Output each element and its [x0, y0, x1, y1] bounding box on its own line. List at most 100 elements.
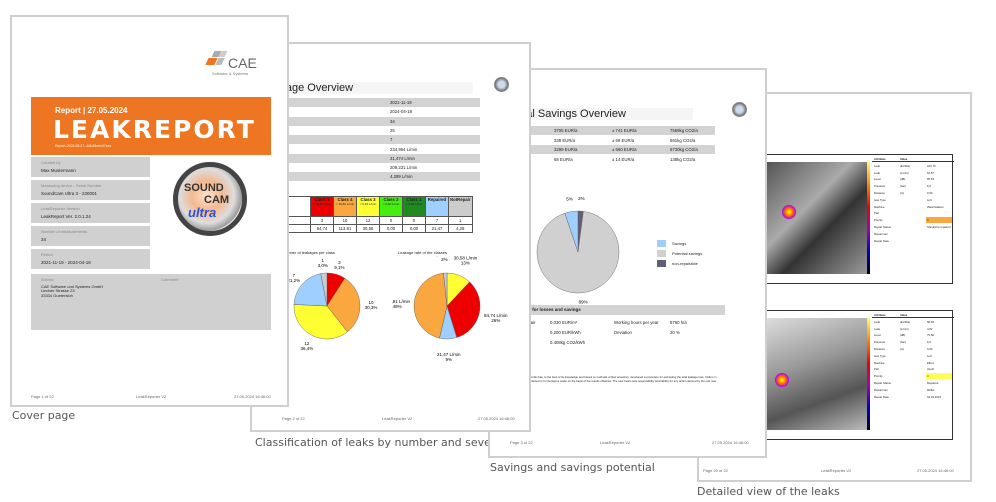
class-threshold: < 0,60 L/min: [382, 202, 400, 206]
class-value: 0: [379, 216, 403, 225]
row-value: 234,954 L/min: [390, 146, 418, 152]
attr-name: Leak: [874, 319, 881, 324]
report-id: Report-2024.05.27--16h45min47sec: [55, 144, 112, 148]
savings-cell: ± 660 EUR/a: [612, 147, 637, 152]
pie-label: 3 9,1%: [334, 260, 344, 270]
attr-value: 04.03.2024: [927, 394, 941, 399]
attr-unit: (m): [900, 190, 905, 195]
class-header-1: Class 4 < 16,60 L/min: [333, 196, 357, 217]
pie-slice-savings: [564, 210, 579, 253]
footer-app: LeakReporter V2: [821, 468, 852, 473]
overview-page: Leakage Overview ClassificationClass 5> …: [250, 42, 531, 432]
class-threshold: < 0,06 L/min: [405, 202, 423, 206]
row-value: 25: [390, 127, 395, 133]
field-value: 34: [41, 237, 47, 242]
attr-row: Repair Status Should be repaired: [872, 223, 954, 230]
overview-row: Repaired7: [252, 135, 480, 145]
attr-value: 3: [926, 373, 952, 380]
savings-cell: 3705 EUR/a: [554, 128, 578, 133]
field-value: Max Mustermann: [41, 168, 76, 173]
cae-logo-icon: [205, 51, 228, 65]
attr-value: 16,87: [927, 170, 934, 175]
class-header-3: Class 2 < 0,60 L/min: [379, 196, 403, 217]
attr-value: 4,82: [927, 326, 933, 331]
footer-date: 27.05.2024 16:46:00: [917, 468, 954, 473]
attr-row: Gas Type Luft: [872, 196, 954, 203]
page-number: Page 20 of 22: [703, 468, 728, 473]
pie-slice-notrepair: [320, 272, 328, 307]
leak-count-pie-chart: 3 9,1% 10 30,3% 12 36,4% 7 21,2% 1 3,0%: [287, 258, 377, 351]
row-value: 7: [390, 137, 393, 143]
class-name: Class 2: [383, 197, 399, 202]
attr-row: Leak (EUR/a) 160,76: [872, 162, 954, 169]
attr-name: Priority: [874, 374, 883, 379]
attr-name: Leak: [874, 170, 881, 175]
attr-value: Luft: [927, 353, 932, 358]
attr-name: Machine: [874, 204, 885, 209]
pie-label: 7 21,2%: [287, 273, 300, 283]
savings-page: Potential Savings Overview Savings 2%89%…: [488, 68, 767, 458]
pie-label: 30,58 L/min 13%: [454, 256, 478, 266]
attr-row: Gas Type Luft: [872, 352, 954, 359]
attr-value: 0,90: [927, 190, 933, 195]
pie-slice-class-3: [293, 304, 348, 340]
report-banner: Report | 27.05.2024 LEAKREPORT Report-20…: [31, 97, 271, 155]
chart-title: Number of leakages per class: [282, 250, 335, 255]
info-field: Number of measurements 34: [31, 226, 150, 246]
pie-label: 21,47 L/min 9%: [437, 352, 461, 362]
row-value: 34: [390, 118, 395, 124]
attribute-table-1: Attribute Value Leak (EUR/a) 160,76 Leak (L/mi…: [872, 155, 954, 243]
address-line: 33334 Guetersloh: [41, 292, 73, 298]
attr-value: 65,53: [927, 177, 934, 182]
pie-label: 84,74 L/min 26%: [484, 313, 508, 323]
attr-value: 6,0: [927, 184, 931, 189]
savings-cell: 68 EUR/a: [554, 156, 573, 162]
page-number: Page 3 of 22: [510, 440, 533, 445]
color-scale: [867, 318, 870, 430]
savings-cell: 6730kg CO2/a: [670, 147, 698, 152]
attr-row: Part: [872, 209, 954, 216]
legend-label: Potential savings: [672, 251, 703, 256]
savings-cell: 138kg CO2/a: [670, 156, 696, 162]
attr-name: Gas Type: [874, 353, 886, 358]
footer-date: 27.05.2024 16:46:00: [712, 440, 749, 445]
class-value: 0: [402, 216, 426, 225]
attr-name: Part: [874, 367, 880, 372]
leak-detail-1: Attribute Value Leak (EUR/a) 160,76 Leak (L/mi…: [766, 154, 954, 284]
address-label: Adress: [41, 277, 54, 282]
class-value: 7: [425, 216, 449, 225]
savings-cell: 7559kg CO2/a: [670, 128, 698, 133]
caption-detail: Detailed view of the leaks: [697, 485, 840, 498]
legend-swatch: [657, 250, 666, 257]
header-value: Value: [900, 157, 908, 161]
info-field: Created by Max Mustermann: [31, 157, 150, 177]
attr-header: Attribute Value: [872, 155, 954, 162]
field-value: 2021-11-19 - 2024-04-18: [41, 260, 91, 265]
attr-unit: (EUR/a): [900, 319, 911, 324]
class-name: NotRepair: [450, 197, 471, 202]
basis-cell: 20 %: [670, 330, 680, 335]
attr-unit: (bar): [900, 184, 906, 189]
field-label: Measuring device - Serial Number: [41, 183, 102, 188]
header-value: Value: [900, 313, 908, 317]
field-value: SoundCam Ultra 3 - 230001: [41, 191, 98, 196]
pie-label: 1 3,0%: [318, 258, 328, 268]
header-attr: Attribute: [874, 313, 886, 317]
pie-slice-class-4: [413, 272, 448, 339]
savings-cell: 3299 EUR/a: [554, 147, 578, 152]
pie-label: 2%: [578, 196, 585, 201]
attr-value: Luft: [927, 197, 932, 202]
report-date: Report | 27.05.2024: [55, 106, 128, 115]
leak-hotspot-icon: [775, 373, 789, 387]
pie-slice-class-5: [446, 281, 481, 338]
class-header-2: Class 3 < 6,10 L/min: [356, 196, 380, 217]
address-box: Adress Comment CAE Software und Systems …: [31, 274, 271, 330]
attr-name: Level: [874, 177, 881, 182]
attr-value: Repaired: [927, 380, 939, 385]
logo-text: SOUND: [184, 182, 224, 194]
legend-item: Potential savings: [657, 250, 702, 257]
attr-value: Should be repaired: [927, 224, 951, 229]
savings-cell: ± 68 EUR/a: [612, 137, 635, 143]
class-threshold: > 16,60 L/min: [312, 202, 332, 206]
